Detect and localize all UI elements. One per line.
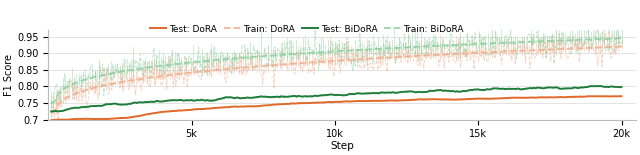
Test: DoRA: (9.67e+03, 0.752): DoRA: (9.67e+03, 0.752) xyxy=(322,101,330,103)
Test: DoRA: (2e+04, 0.771): DoRA: (2e+04, 0.771) xyxy=(618,95,625,97)
Train: DoRA: (100, 0.723): DoRA: (100, 0.723) xyxy=(47,111,55,113)
Test: DoRA: (9.55e+03, 0.752): DoRA: (9.55e+03, 0.752) xyxy=(318,102,326,104)
Legend: Test: DoRA, Train: DoRA, Test: BiDoRA, Train: BiDoRA: Test: DoRA, Train: DoRA, Test: BiDoRA, T… xyxy=(146,21,468,37)
Train: BiDoRA: (1.19e+04, 0.915): BiDoRA: (1.19e+04, 0.915) xyxy=(387,47,394,49)
Test: BiDoRA: (1.09e+04, 0.779): BiDoRA: (1.09e+04, 0.779) xyxy=(357,93,365,94)
Test: DoRA: (1.09e+04, 0.756): DoRA: (1.09e+04, 0.756) xyxy=(356,100,364,102)
Test: DoRA: (1.95e+04, 0.77): DoRA: (1.95e+04, 0.77) xyxy=(604,95,612,97)
Test: BiDoRA: (9.59e+03, 0.774): BiDoRA: (9.59e+03, 0.774) xyxy=(319,94,327,96)
Train: BiDoRA: (9.67e+03, 0.904): BiDoRA: (9.67e+03, 0.904) xyxy=(322,51,330,53)
Line: Train: DoRA: Train: DoRA xyxy=(51,47,621,112)
Train: BiDoRA: (9.55e+03, 0.903): BiDoRA: (9.55e+03, 0.903) xyxy=(318,51,326,53)
Test: BiDoRA: (140, 0.725): BiDoRA: (140, 0.725) xyxy=(49,111,56,112)
Test: BiDoRA: (1.91e+04, 0.801): BiDoRA: (1.91e+04, 0.801) xyxy=(593,85,600,87)
Test: DoRA: (1.19e+04, 0.758): DoRA: (1.19e+04, 0.758) xyxy=(387,100,394,101)
Train: BiDoRA: (2e+04, 0.945): BiDoRA: (2e+04, 0.945) xyxy=(618,37,625,39)
Test: BiDoRA: (100, 0.725): BiDoRA: (100, 0.725) xyxy=(47,111,55,112)
Test: BiDoRA: (2e+04, 0.799): BiDoRA: (2e+04, 0.799) xyxy=(618,86,625,88)
Train: BiDoRA: (100, 0.751): BiDoRA: (100, 0.751) xyxy=(47,102,55,104)
Test: DoRA: (100, 0.698): DoRA: (100, 0.698) xyxy=(47,119,55,121)
Test: BiDoRA: (1.96e+04, 0.8): BiDoRA: (1.96e+04, 0.8) xyxy=(606,86,614,88)
Line: Test: BiDoRA: Test: BiDoRA xyxy=(51,86,621,111)
Train: DoRA: (9.67e+03, 0.875): DoRA: (9.67e+03, 0.875) xyxy=(322,60,330,62)
Test: BiDoRA: (9.71e+03, 0.775): BiDoRA: (9.71e+03, 0.775) xyxy=(323,94,330,96)
Train: DoRA: (1.95e+04, 0.918): DoRA: (1.95e+04, 0.918) xyxy=(604,46,612,48)
Train: DoRA: (2e+04, 0.92): DoRA: (2e+04, 0.92) xyxy=(618,46,625,48)
Line: Train: BiDoRA: Train: BiDoRA xyxy=(51,38,621,103)
X-axis label: Step: Step xyxy=(330,141,354,151)
Test: DoRA: (1.64e+04, 0.766): DoRA: (1.64e+04, 0.766) xyxy=(515,97,522,99)
Train: DoRA: (1.09e+04, 0.882): DoRA: (1.09e+04, 0.882) xyxy=(356,58,364,60)
Test: BiDoRA: (1.65e+04, 0.792): BiDoRA: (1.65e+04, 0.792) xyxy=(516,88,524,90)
Train: BiDoRA: (1.64e+04, 0.933): BiDoRA: (1.64e+04, 0.933) xyxy=(515,41,522,43)
Y-axis label: F1 Score: F1 Score xyxy=(4,54,14,96)
Test: BiDoRA: (1.2e+04, 0.782): BiDoRA: (1.2e+04, 0.782) xyxy=(388,92,396,93)
Train: DoRA: (1.64e+04, 0.907): DoRA: (1.64e+04, 0.907) xyxy=(515,50,522,52)
Train: BiDoRA: (1.95e+04, 0.943): BiDoRA: (1.95e+04, 0.943) xyxy=(604,38,612,40)
Train: BiDoRA: (1.09e+04, 0.91): BiDoRA: (1.09e+04, 0.91) xyxy=(356,49,364,51)
Train: DoRA: (9.55e+03, 0.875): DoRA: (9.55e+03, 0.875) xyxy=(318,61,326,63)
Line: Test: DoRA: Test: DoRA xyxy=(51,96,621,120)
Test: DoRA: (1.99e+04, 0.771): DoRA: (1.99e+04, 0.771) xyxy=(616,95,623,97)
Train: DoRA: (1.19e+04, 0.887): DoRA: (1.19e+04, 0.887) xyxy=(387,56,394,58)
